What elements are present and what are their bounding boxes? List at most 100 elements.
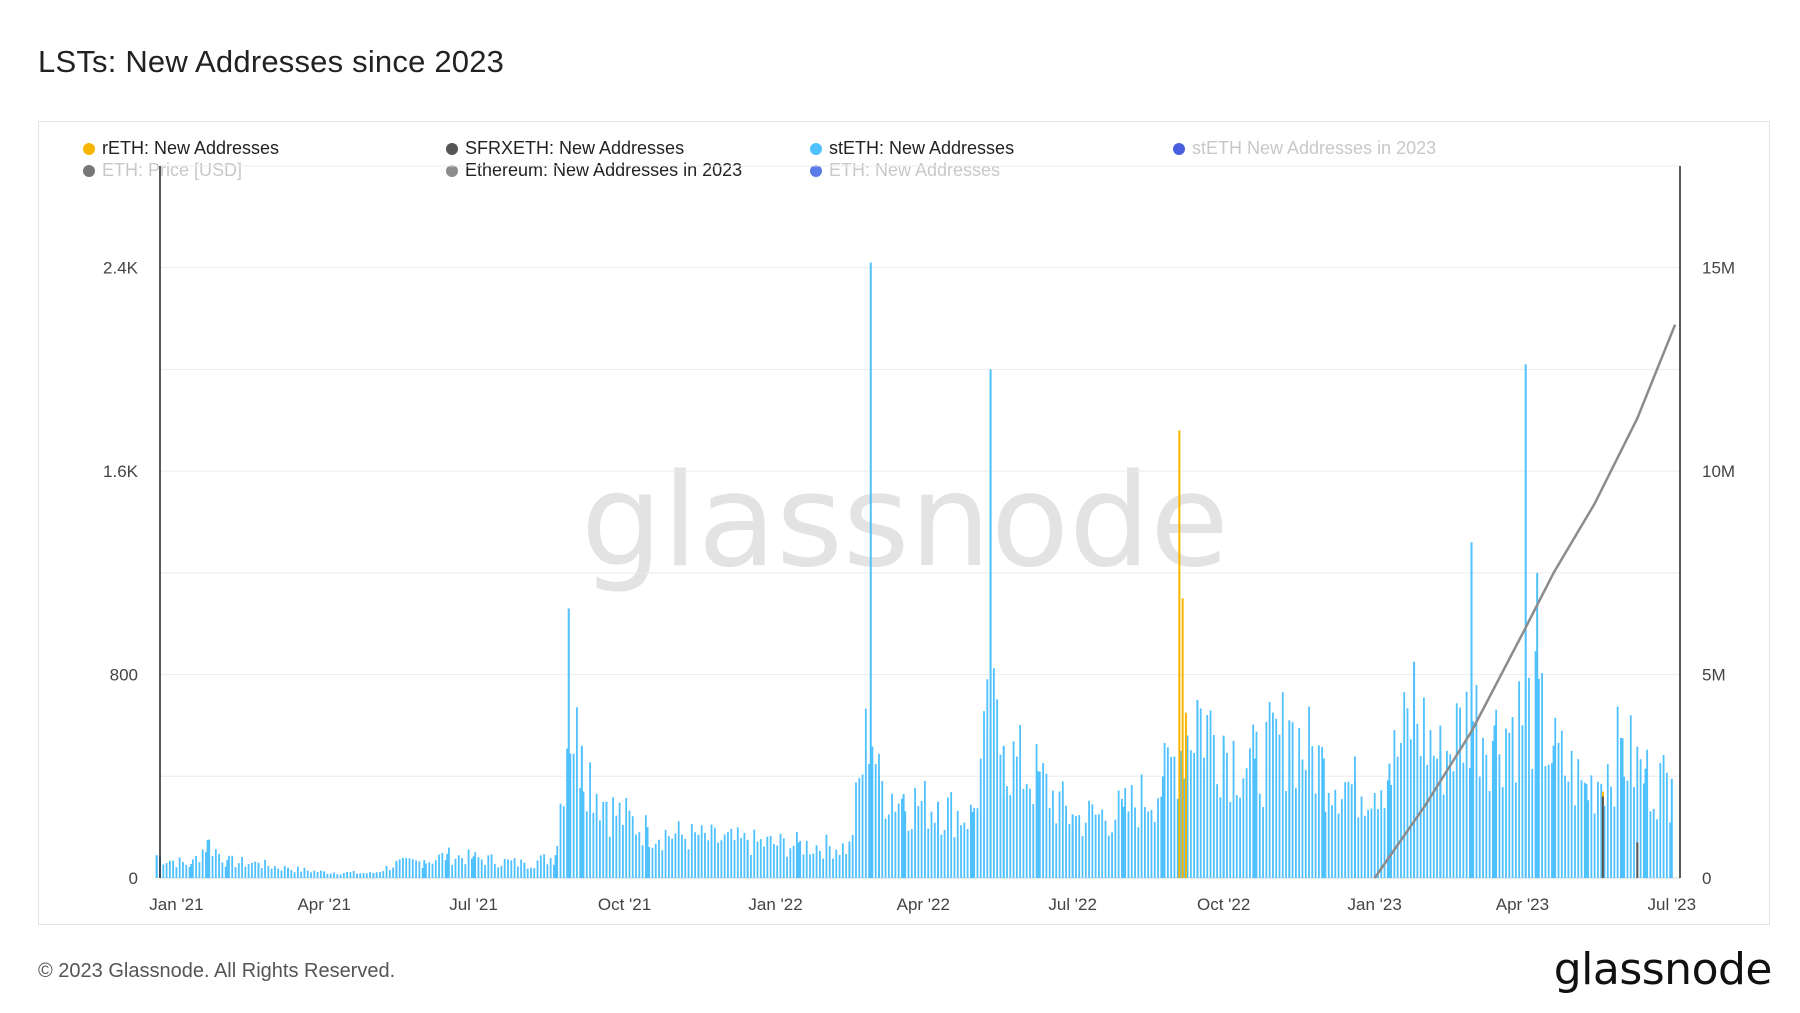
steth-bar [1623, 776, 1626, 878]
steth-bar [1226, 752, 1228, 878]
steth-bar [1199, 708, 1202, 878]
legend: rETH: New Addresses SFRXETH: New Address… [39, 122, 1769, 182]
steth-bar [1291, 722, 1294, 878]
steth-bar [500, 865, 503, 878]
steth-bar [1242, 778, 1245, 878]
steth-bar [1482, 737, 1484, 878]
steth-bar [1084, 822, 1087, 878]
steth-bar [1209, 710, 1212, 878]
steth-bar [533, 868, 536, 878]
steth-bar [589, 762, 591, 878]
steth-bar [267, 866, 270, 878]
steth-bar [221, 862, 224, 878]
steth-bar [1409, 739, 1412, 878]
steth-peak-bar [937, 801, 940, 878]
steth-bar [1639, 759, 1642, 878]
steth-bar [1308, 706, 1310, 878]
steth-bar [1603, 805, 1606, 878]
steth-bar [1157, 798, 1159, 878]
steth-peak-bar [646, 827, 649, 878]
legend-item-eth-price[interactable]: ETH: Price [USD] [83, 160, 242, 181]
steth-bar [1268, 701, 1271, 878]
steth-bar [234, 867, 237, 878]
steth-bar [382, 871, 385, 878]
steth-bar [1557, 742, 1560, 878]
steth-bar [1114, 819, 1117, 878]
steth-bar [1327, 792, 1330, 878]
steth-bar [710, 824, 713, 878]
steth-bar [759, 839, 762, 878]
legend-item-reth[interactable]: rETH: New Addresses [83, 138, 279, 159]
steth-bar [924, 780, 926, 878]
steth-bar [1304, 770, 1307, 878]
steth-bar [362, 873, 365, 878]
steth-bar [447, 847, 450, 878]
steth-bar [333, 872, 335, 878]
steth-bar [470, 858, 473, 878]
legend-item-sfrxeth[interactable]: SFRXETH: New Addresses [446, 138, 684, 159]
legend-label: SFRXETH: New Addresses [465, 138, 685, 158]
steth-peak-bar [1037, 771, 1040, 878]
steth-bar [723, 834, 726, 878]
steth-bar [1544, 766, 1547, 878]
steth-bar [1373, 792, 1376, 878]
steth-bar [310, 872, 312, 878]
steth-bar [625, 798, 628, 878]
steth-bar [546, 864, 549, 878]
steth-bar [195, 855, 198, 878]
reth-bar [1181, 598, 1184, 878]
steth-bar [736, 827, 739, 878]
steth-bar [178, 857, 181, 878]
steth-bar [1032, 804, 1035, 878]
steth-bar [648, 847, 651, 878]
steth-bar [917, 806, 920, 878]
steth-bar [687, 849, 690, 878]
steth-bar [1669, 822, 1672, 878]
legend-item-steth-2023[interactable]: stETH New Addresses in 2023 [1173, 138, 1436, 159]
steth-bar [1564, 775, 1566, 878]
steth-bar [1075, 816, 1077, 878]
steth-bar [451, 864, 454, 878]
steth-peak-bar [605, 801, 608, 878]
steth-bar [1180, 750, 1182, 878]
steth-bar [1091, 804, 1094, 878]
legend-item-eth-2023[interactable]: Ethereum: New Addresses in 2023 [446, 160, 742, 181]
x-tick-label: Jan '21 [149, 895, 203, 914]
steth-bar [838, 854, 841, 878]
steth-bar [674, 833, 677, 878]
steth-bar [667, 836, 670, 878]
steth-bar [191, 859, 194, 878]
steth-bar [599, 820, 601, 878]
steth-bar [293, 872, 296, 878]
steth-bar [658, 839, 660, 878]
steth-bar [244, 866, 247, 878]
steth-bar [891, 793, 893, 878]
steth-bar [1255, 731, 1258, 878]
steth-bar [402, 857, 404, 878]
steth-bar [930, 811, 933, 878]
steth-bar [1423, 697, 1425, 878]
steth-bar [579, 787, 582, 878]
steth-bar [786, 856, 788, 878]
steth-bar [1616, 706, 1619, 878]
legend-item-steth[interactable]: stETH: New Addresses [810, 138, 1014, 159]
steth-bar [920, 800, 923, 878]
steth-bar [1025, 784, 1028, 878]
steth-bar [1272, 712, 1274, 878]
legend-label: rETH: New Addresses [102, 138, 280, 158]
steth-bar [1340, 799, 1343, 878]
steth-bar [947, 797, 949, 878]
steth-bar [1465, 691, 1468, 878]
steth-bar [188, 867, 191, 878]
steth-bar [280, 870, 283, 878]
steth-bar [812, 853, 815, 878]
steth-bar [654, 843, 657, 878]
steth-bar [182, 862, 184, 878]
brand-logo[interactable]: glassnode [1553, 944, 1773, 995]
legend-item-eth-new[interactable]: ETH: New Addresses [810, 160, 1000, 181]
steth-bar [1541, 673, 1544, 878]
x-tick-label: Oct '21 [598, 895, 651, 914]
steth-bar [635, 834, 637, 878]
steth-bar [1442, 794, 1445, 878]
steth-bar [1206, 715, 1209, 878]
